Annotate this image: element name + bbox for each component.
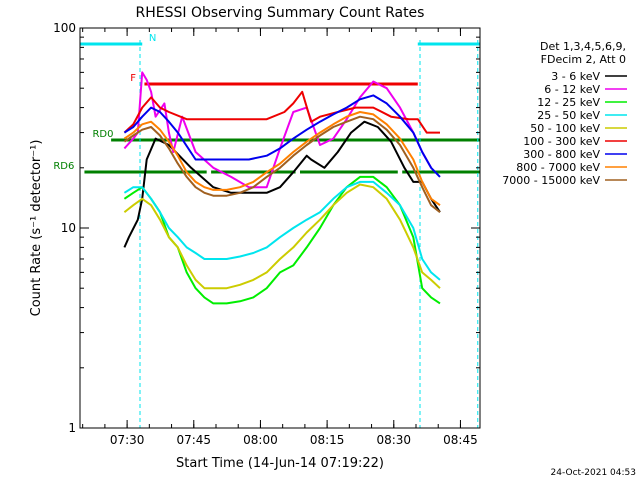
legend-label-3-6-kev: 3 - 6 keV (551, 70, 600, 83)
legend-label-300-800-kev: 300 - 800 keV (523, 148, 600, 161)
y-tick-label: 100 (53, 21, 76, 35)
legend-label-6-12-kev: 6 - 12 keV (544, 83, 600, 96)
y-ticks: 1 10 100 (53, 21, 480, 435)
legend-label-25-50-kev: 25 - 50 keV (537, 109, 600, 122)
x-axis-label: Start Time (14-Jun-14 07:19:22) (176, 456, 384, 471)
flag-label-n: N (149, 33, 156, 44)
chart-title: RHESSI Observing Summary Count Rates (136, 5, 425, 21)
y-tick-label: 10 (61, 221, 76, 235)
series-line-100-300-kev (123, 90, 440, 134)
x-tick-label: 08:15 (310, 433, 345, 447)
legend-label-50-100-kev: 50 - 100 keV (530, 122, 600, 135)
x-tick-label: 08:45 (443, 433, 478, 447)
flag-label-f: F (130, 73, 136, 84)
legend-label-800-7000-kev: 800 - 7000 keV (516, 161, 600, 174)
legend-label-12-25-kev: 12 - 25 keV (537, 96, 600, 109)
y-axis-label: Count Rate (s⁻¹ detector⁻¹) (29, 140, 44, 317)
series-line-12-25-kev (123, 175, 441, 305)
series-line-3-6-kev (123, 120, 441, 248)
legend-label-100-300-kev: 100 - 300 keV (523, 135, 600, 148)
flag-label-rd6: RD6 (53, 161, 74, 172)
x-ticks: 07:30 07:45 08:00 08:15 08:30 08:45 (82, 28, 478, 447)
x-tick-label: 07:30 (110, 433, 145, 447)
series-line-300-800-kev (123, 94, 441, 178)
footer-date: 24-Oct-2021 04:53 (551, 468, 636, 478)
series-line-25-50-kev (123, 180, 441, 281)
legend-label-7000-15000-kev: 7000 - 15000 keV (502, 174, 600, 187)
legend-header-line: FDecim 2, Att 0 (541, 53, 626, 66)
series-line-800-7000-kev (123, 111, 441, 207)
x-tick-label: 08:00 (243, 433, 278, 447)
series-line-50-100-kev (123, 183, 441, 290)
series-lines (123, 71, 441, 305)
x-tick-label: 08:30 (376, 433, 411, 447)
flag-label-rd0: RD0 (92, 129, 113, 140)
legend-header-line: Det 1,3,4,5,6,9, (540, 40, 626, 53)
x-tick-label: 07:45 (176, 433, 211, 447)
y-tick-label: 1 (68, 421, 76, 435)
series-line-7000-15000-kev (123, 115, 441, 213)
series-line-6-12-kev (123, 71, 432, 189)
legend: Det 1,3,4,5,6,9,FDecim 2, Att 0 3 - 6 keV… (502, 40, 627, 187)
